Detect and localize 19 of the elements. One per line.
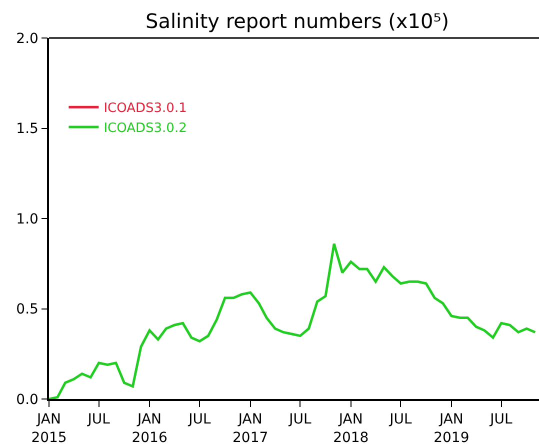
x-tick-label: JAN 2018 <box>333 412 369 446</box>
y-tick-label: 0.5 <box>16 302 38 318</box>
legend-label: ICOADS3.0.2 <box>104 121 187 136</box>
x-tick-label: JAN 2017 <box>232 412 268 446</box>
y-tick-label: 2.0 <box>16 30 38 47</box>
x-tick-label: JUL <box>288 412 312 428</box>
line-series <box>49 242 536 399</box>
y-tick-label: 0.0 <box>16 392 38 408</box>
legend-label: ICOADS3.0.1 <box>104 101 187 116</box>
y-tick-label: 1.0 <box>16 211 38 228</box>
x-tick-label: JAN 2019 <box>434 412 470 446</box>
x-tick-label: JUL <box>388 412 412 428</box>
x-tick-label: JAN 2016 <box>132 412 168 446</box>
y-tick-label: 1.5 <box>16 121 38 138</box>
x-tick-label: JUL <box>86 412 110 428</box>
x-tick-label: JUL <box>489 412 513 428</box>
chart-title: Salinity report numbers (x10⁵) <box>146 9 450 33</box>
x-tick-label: JAN 2015 <box>31 412 67 446</box>
x-tick-label: JUL <box>188 412 211 428</box>
